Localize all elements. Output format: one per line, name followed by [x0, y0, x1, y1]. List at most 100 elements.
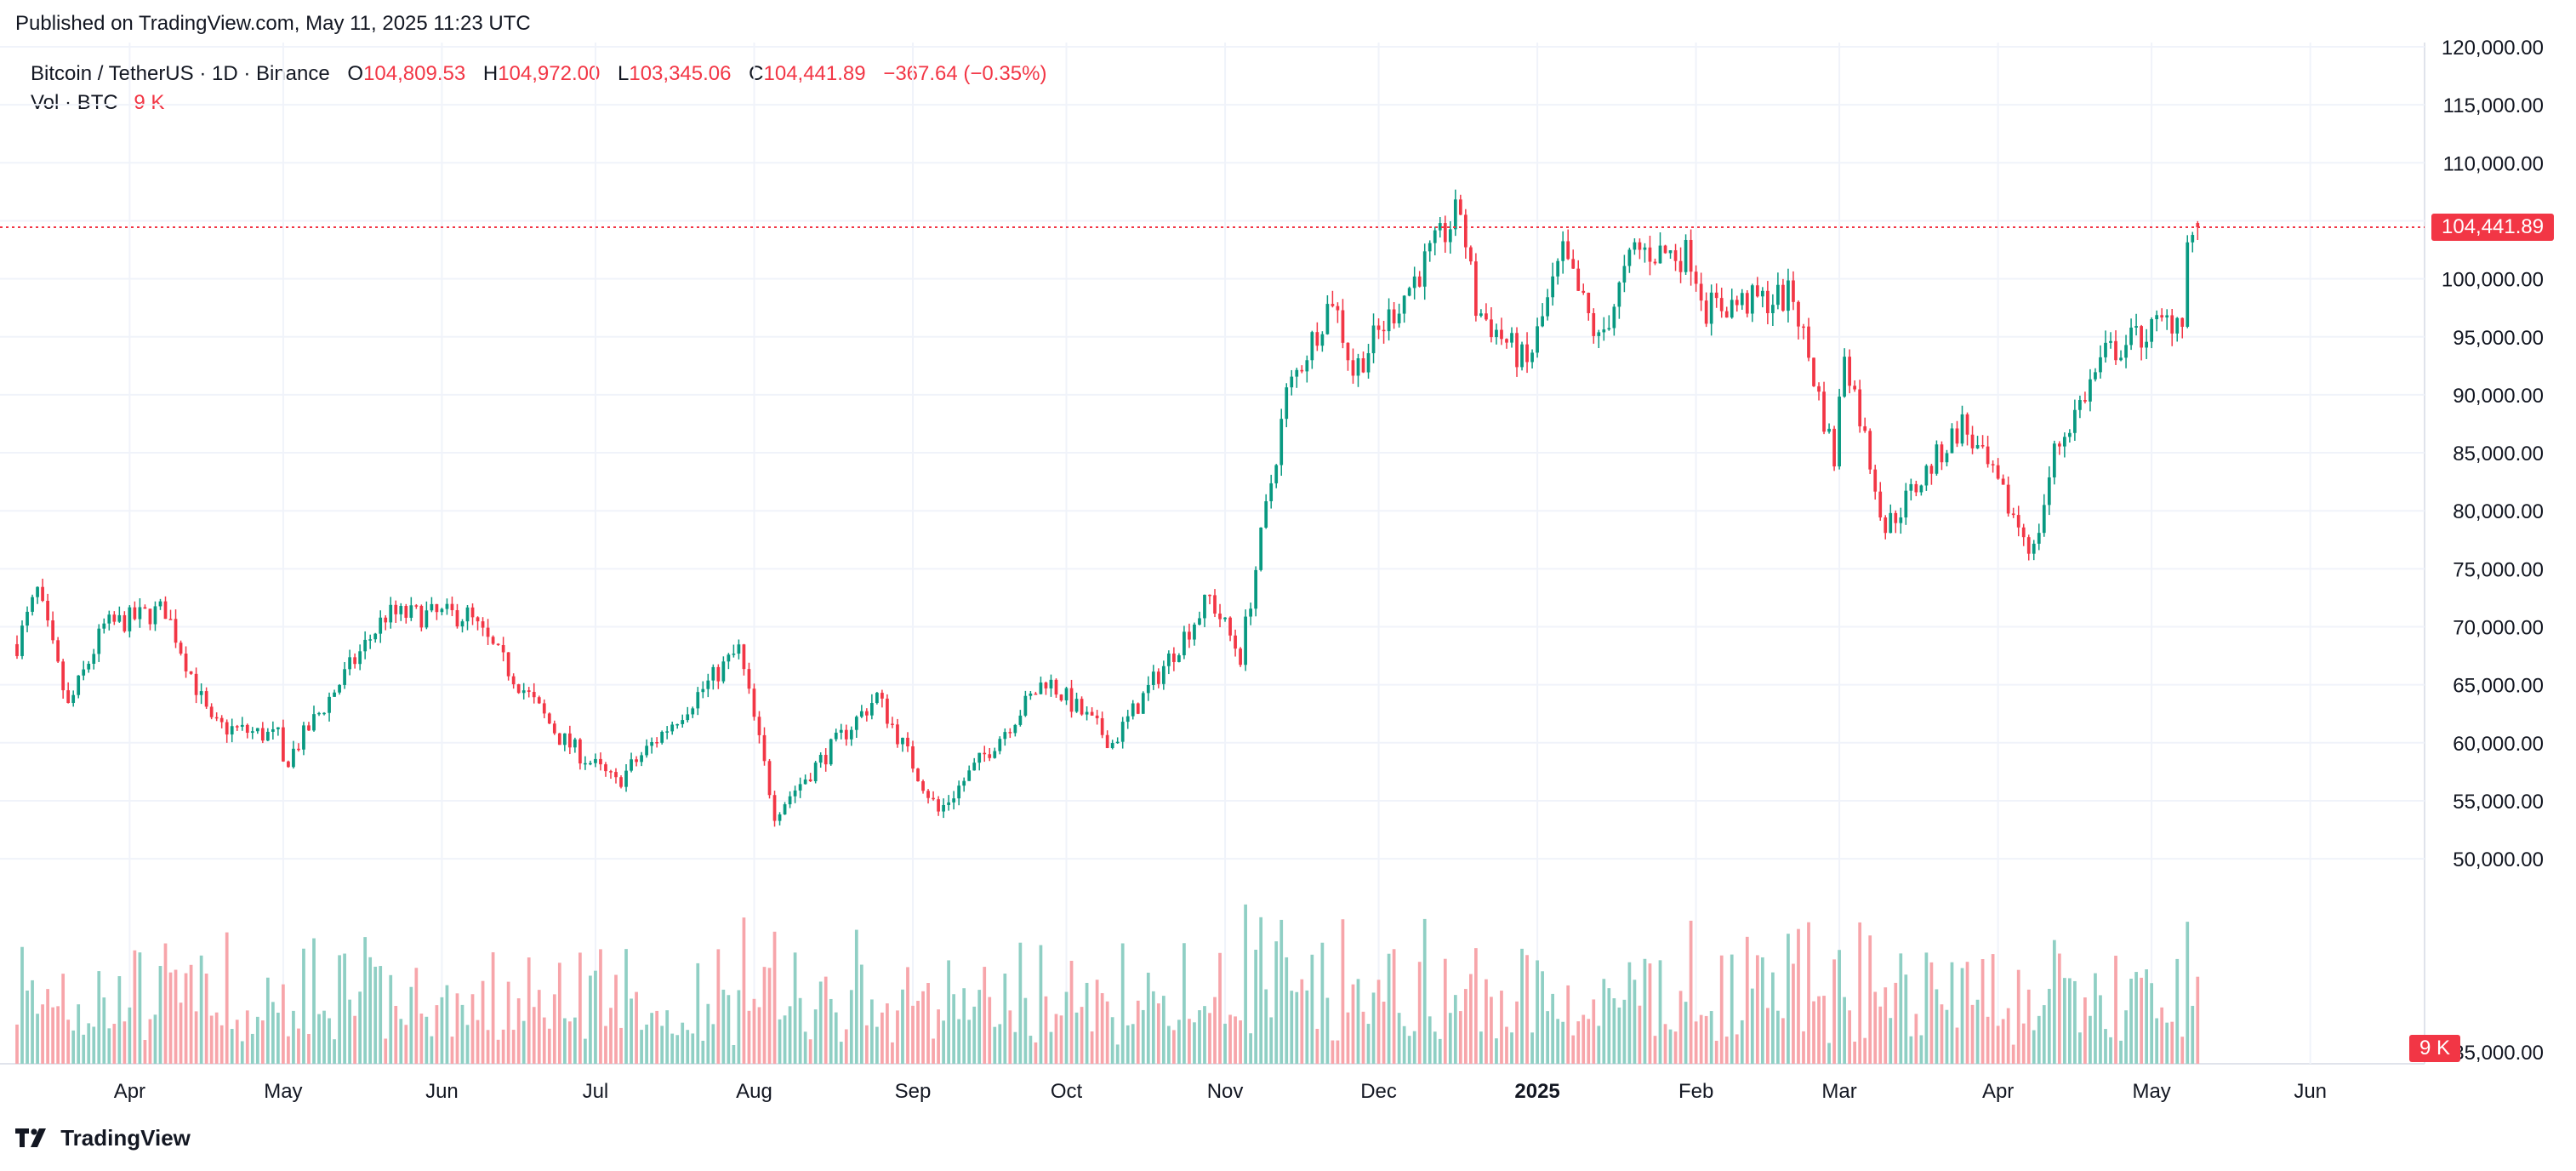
volume-bar [41, 1004, 44, 1064]
volume-bar [1485, 979, 1488, 1064]
candle-body [1612, 306, 1616, 328]
volume-bar [2011, 1044, 2015, 1064]
volume-bar [655, 1010, 659, 1064]
volume-bar [1397, 1013, 1401, 1064]
candle-body [839, 729, 843, 733]
volume-bar [1438, 1038, 1442, 1064]
volume-bar [1940, 1004, 1944, 1064]
candle-body [762, 734, 767, 762]
volume-bar [1724, 1037, 1729, 1064]
volume-bar [906, 967, 909, 1064]
candle-body [635, 759, 638, 763]
volume-bar [379, 966, 383, 1064]
candle-body [384, 617, 388, 623]
candle-body [1310, 332, 1314, 361]
volume-bar [521, 1020, 526, 1064]
candle-body [1658, 245, 1662, 264]
candle-body [1305, 360, 1309, 372]
volume-bar [824, 976, 828, 1064]
volume-bar [1249, 1033, 1252, 1064]
candle-body [962, 780, 966, 786]
volume-label[interactable]: Vol · BTC [31, 91, 118, 114]
change-value: −367.64 (−0.35%) [883, 62, 1047, 85]
volume-bar [844, 1029, 848, 1064]
candle-body [665, 731, 670, 733]
volume-bar [562, 1018, 567, 1064]
candle-body [1382, 329, 1386, 332]
volume-bar [947, 960, 950, 1064]
volume-bar [1873, 991, 1878, 1064]
volume-bar [983, 967, 987, 1064]
volume-bar [1980, 959, 1985, 1064]
candle-body [1203, 594, 1206, 619]
volume-bar [2165, 1022, 2169, 1064]
candle-body [1193, 624, 1196, 640]
volume-bar [368, 957, 373, 1064]
volume-bar [2094, 973, 2097, 1064]
volume-bar [1110, 1017, 1114, 1064]
volume-bar [1064, 991, 1069, 1064]
volume-bar [1597, 1025, 1601, 1064]
volume-bar [440, 997, 444, 1064]
volume-bar [1546, 1011, 1549, 1064]
volume-bar [1760, 957, 1764, 1064]
candle-body [1356, 358, 1360, 376]
volume-bar [1817, 996, 1821, 1064]
volume-bar [537, 990, 541, 1064]
candle-body [1678, 260, 1683, 272]
candle-body [1320, 334, 1325, 346]
volume-bar [317, 1014, 321, 1064]
volume-bar [686, 1030, 690, 1064]
candle-body [1980, 445, 1985, 447]
candle-body [1975, 445, 1980, 448]
candle-body [1023, 695, 1028, 716]
volume-bar [2052, 940, 2056, 1064]
candle-body [292, 748, 295, 768]
volume-bar [112, 1024, 117, 1064]
volume-bar [235, 1020, 239, 1064]
volume-bar [1986, 1016, 1990, 1064]
tradingview-brand[interactable]: TradingView [15, 1125, 191, 1153]
volume-bar [204, 974, 208, 1064]
volume-bar [209, 1015, 214, 1064]
volume-bar [942, 1020, 945, 1064]
volume-bar [952, 994, 956, 1064]
volume-bar [1602, 979, 1606, 1064]
volume-bar [881, 1012, 884, 1064]
candle-body [732, 654, 736, 655]
candle-body [854, 717, 858, 730]
volume-bar [1188, 1019, 1191, 1064]
candle-body [1765, 290, 1770, 313]
candle-body [368, 639, 373, 641]
candle-body [174, 619, 178, 643]
candle-body [1474, 261, 1478, 317]
volume-bar [1013, 1031, 1017, 1064]
volume-bar [1069, 961, 1074, 1064]
volume-bar [1417, 962, 1422, 1064]
volume-bar [670, 1033, 675, 1064]
volume-bar [414, 968, 419, 1064]
candle-body [932, 797, 935, 800]
candle-body [1863, 426, 1867, 431]
volume-bar [1929, 962, 1934, 1064]
volume-bar [1622, 999, 1627, 1064]
symbol-label[interactable]: Bitcoin / TetherUS · 1D · Binance [31, 62, 330, 85]
volume-bar [1351, 984, 1355, 1064]
candle-body [1485, 313, 1488, 320]
volume-bar [1387, 953, 1391, 1064]
volume-bar [1018, 942, 1023, 1064]
candle-body [240, 724, 244, 727]
candle-body [1208, 594, 1211, 597]
volume-bar [829, 998, 833, 1064]
candle-body [2140, 326, 2143, 348]
candle-body [1776, 284, 1780, 306]
candle-body [1576, 268, 1581, 291]
volume-bar [363, 937, 368, 1064]
volume-bar [1587, 1019, 1591, 1064]
volume-bar [1525, 955, 1529, 1064]
volume-bar [2001, 1019, 2005, 1064]
candle-body [496, 643, 500, 646]
candle-body [2052, 443, 2056, 477]
candle-body [1177, 654, 1181, 662]
